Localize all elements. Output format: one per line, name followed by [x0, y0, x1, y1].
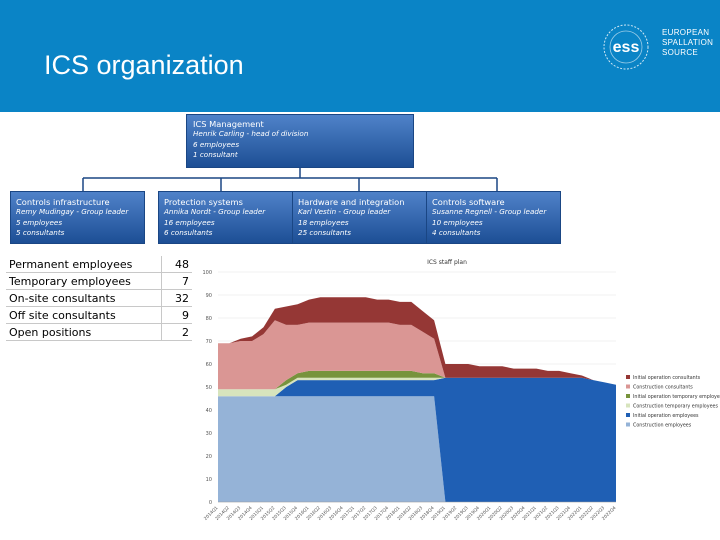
area-series-initial-operation-employees: [218, 377, 616, 502]
legend-swatch: [626, 413, 630, 417]
stat-value: 9: [161, 306, 192, 324]
org-box-line: 18 employees: [298, 217, 349, 227]
legend-swatch: [626, 403, 630, 408]
org-box-line: 4 consultants: [432, 228, 481, 237]
legend-swatch: [626, 384, 630, 389]
area-series-initial-operation-temporary-employees: [218, 370, 616, 390]
logo-line: SPALLATION: [662, 38, 714, 47]
stat-value: 32: [161, 289, 192, 307]
stat-value: 2: [161, 323, 192, 341]
stat-label: Permanent employees: [6, 256, 162, 273]
org-box-controls-software: Controls software Susanne Regnell - Grou…: [426, 191, 561, 244]
table-row: Temporary employees 7: [6, 272, 192, 290]
org-box-line: 6 employees: [193, 139, 240, 149]
org-box-line: Karl Vestin - Group leader: [298, 207, 391, 216]
stat-label: Off site consultants: [6, 306, 162, 324]
logo-line: SOURCE: [662, 48, 699, 57]
org-box-name: Protection systems: [164, 197, 243, 207]
legend-label: Construction temporary employees: [633, 404, 718, 410]
ess-logo: ess EUROPEAN SPALLATION SOURCE: [596, 22, 714, 72]
org-box-line: Annika Nordt - Group leader: [164, 207, 266, 216]
ess-logo-icon: ess: [603, 24, 649, 70]
org-box-line: Remy Mudingay - Group leader: [16, 207, 129, 216]
y-tick-label: 80: [206, 316, 212, 322]
org-box-line: 1 consultant: [193, 150, 238, 159]
org-box-management: ICS Management Henrik Carling - head of …: [186, 114, 414, 168]
stat-label: On-site consultants: [6, 289, 162, 307]
y-tick-label: 30: [206, 431, 212, 437]
org-box-line: Henrik Carling - head of division: [193, 129, 309, 138]
org-box-line: 10 employees: [432, 217, 483, 227]
y-tick-label: 60: [206, 362, 212, 368]
y-tick-label: 90: [206, 293, 212, 299]
logo-wordmark: EUROPEAN SPALLATION SOURCE: [662, 28, 713, 58]
stat-label: Temporary employees: [6, 272, 162, 290]
chart-title: ICS staff plan: [427, 259, 467, 266]
y-tick-label: 100: [202, 270, 212, 276]
legend-label: Construction employees: [633, 423, 692, 429]
legend-label: Initial operation employees: [633, 413, 699, 419]
area-series-initial-operation-consultants: [218, 297, 616, 385]
org-box-protection-systems: Protection systems Annika Nordt - Group …: [158, 191, 293, 244]
org-box-name: Controls software: [432, 197, 505, 207]
staff-plan-chart: ICS staff plan01020304050607080901002014…: [202, 259, 720, 522]
org-box-line: Susanne Regnell - Group leader: [432, 207, 547, 216]
area-series-construction-employees: [218, 396, 616, 502]
org-box-name: Hardware and integration: [298, 197, 405, 207]
stat-label: Open positions: [6, 323, 162, 341]
y-tick-label: 50: [206, 385, 212, 391]
header-banner: ICS organization ess EUROPEAN SPALLATION…: [0, 0, 720, 112]
staff-stats-table: Permanent employees 48 Temporary employee…: [6, 256, 192, 341]
y-tick-label: 0: [209, 500, 212, 506]
stat-value: 7: [161, 272, 192, 290]
stat-value: 48: [161, 256, 192, 273]
y-tick-label: 70: [206, 339, 212, 345]
org-box-name: ICS Management: [193, 119, 264, 129]
page-title: ICS organization: [44, 50, 244, 80]
y-tick-label: 10: [206, 477, 212, 483]
table-row: Off site consultants 9: [6, 306, 192, 324]
org-box-controls-infrastructure: Controls infrastructure Remy Mudingay - …: [10, 191, 145, 244]
org-box-line: 5 consultants: [16, 228, 65, 237]
org-box-line: 6 consultants: [164, 228, 213, 237]
table-row: On-site consultants 32: [6, 289, 192, 307]
org-box-hardware-integration: Hardware and integration Karl Vestin - G…: [292, 191, 427, 244]
area-series-construction-consultants: [218, 320, 616, 390]
y-tick-label: 20: [206, 454, 212, 460]
legend-swatch: [626, 375, 630, 379]
legend-label: Initial operation consultants: [633, 375, 701, 381]
org-connectors: [82, 168, 498, 191]
table-row: Open positions 2: [6, 323, 192, 341]
legend-swatch: [626, 394, 630, 398]
org-box-line: 16 employees: [164, 217, 215, 227]
legend-label: Construction consultants: [633, 385, 693, 391]
legend-label: Initial operation temporary employees: [633, 394, 720, 400]
logo-line: EUROPEAN: [662, 28, 710, 37]
legend-swatch: [626, 422, 630, 427]
y-tick-label: 40: [206, 408, 212, 414]
table-row: Permanent employees 48: [6, 256, 192, 273]
org-box-line: 25 consultants: [298, 228, 351, 237]
logo-mark-text: ess: [613, 39, 640, 56]
area-series-construction-temporary-employees: [218, 377, 616, 397]
org-box-name: Controls infrastructure: [16, 197, 110, 207]
org-box-line: 5 employees: [16, 217, 63, 227]
